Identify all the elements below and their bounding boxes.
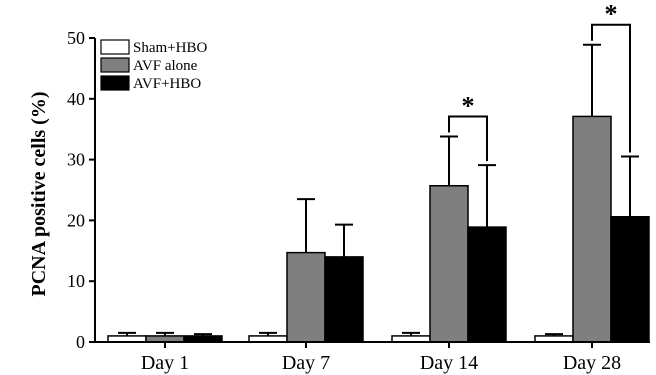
x-tick-label-day-14: Day 14	[420, 352, 478, 374]
significance-bracket-day-28	[591, 23, 631, 153]
x-tick-label-day-1: Day 1	[141, 352, 189, 374]
x-tick-label-day-28: Day 28	[563, 352, 621, 374]
y-axis-label: PCNA positive cells (%)	[28, 92, 50, 297]
chart-legend: Sham+HBO AVF alone AVF+HBO	[100, 39, 207, 92]
y-tick-label-0: 0	[76, 332, 85, 352]
legend-swatch-avf-alone	[100, 57, 130, 73]
legend-swatch-avf-hbo	[100, 75, 130, 91]
significance-label-day-28: *	[605, 0, 618, 29]
legend-label-avf-alone: AVF alone	[133, 58, 198, 74]
bar-avf-alone-day-14	[429, 184, 469, 343]
legend-label-avf-hbo: AVF+HBO	[133, 76, 201, 92]
y-tick-label-30: 30	[67, 150, 85, 170]
bar-avf-alone-day-7	[286, 251, 326, 343]
x-tick-label-day-7: Day 7	[282, 352, 330, 374]
significance-bracket-day-14	[448, 115, 488, 162]
y-tick-label-20: 20	[67, 210, 85, 230]
bar-avf-hbo-day-7	[324, 256, 364, 343]
bar-avf-alone-day-28	[572, 115, 612, 343]
chart-axes: 0 10 20 30 40 50 Day 1 Day 7 Day 14 Day 28 PCNA po…	[28, 28, 650, 374]
y-tick-label-10: 10	[67, 271, 85, 291]
legend-label-sham-hbo: Sham+HBO	[133, 40, 207, 56]
chart-marks: **	[107, 0, 650, 343]
legend-swatch-sham-hbo	[100, 39, 130, 55]
y-tick-label-50: 50	[67, 28, 85, 48]
y-tick-label-40: 40	[67, 89, 85, 109]
bar-avf-hbo-day-28	[610, 216, 650, 343]
significance-label-day-14: *	[462, 91, 475, 120]
bar-avf-hbo-day-14	[467, 226, 507, 343]
